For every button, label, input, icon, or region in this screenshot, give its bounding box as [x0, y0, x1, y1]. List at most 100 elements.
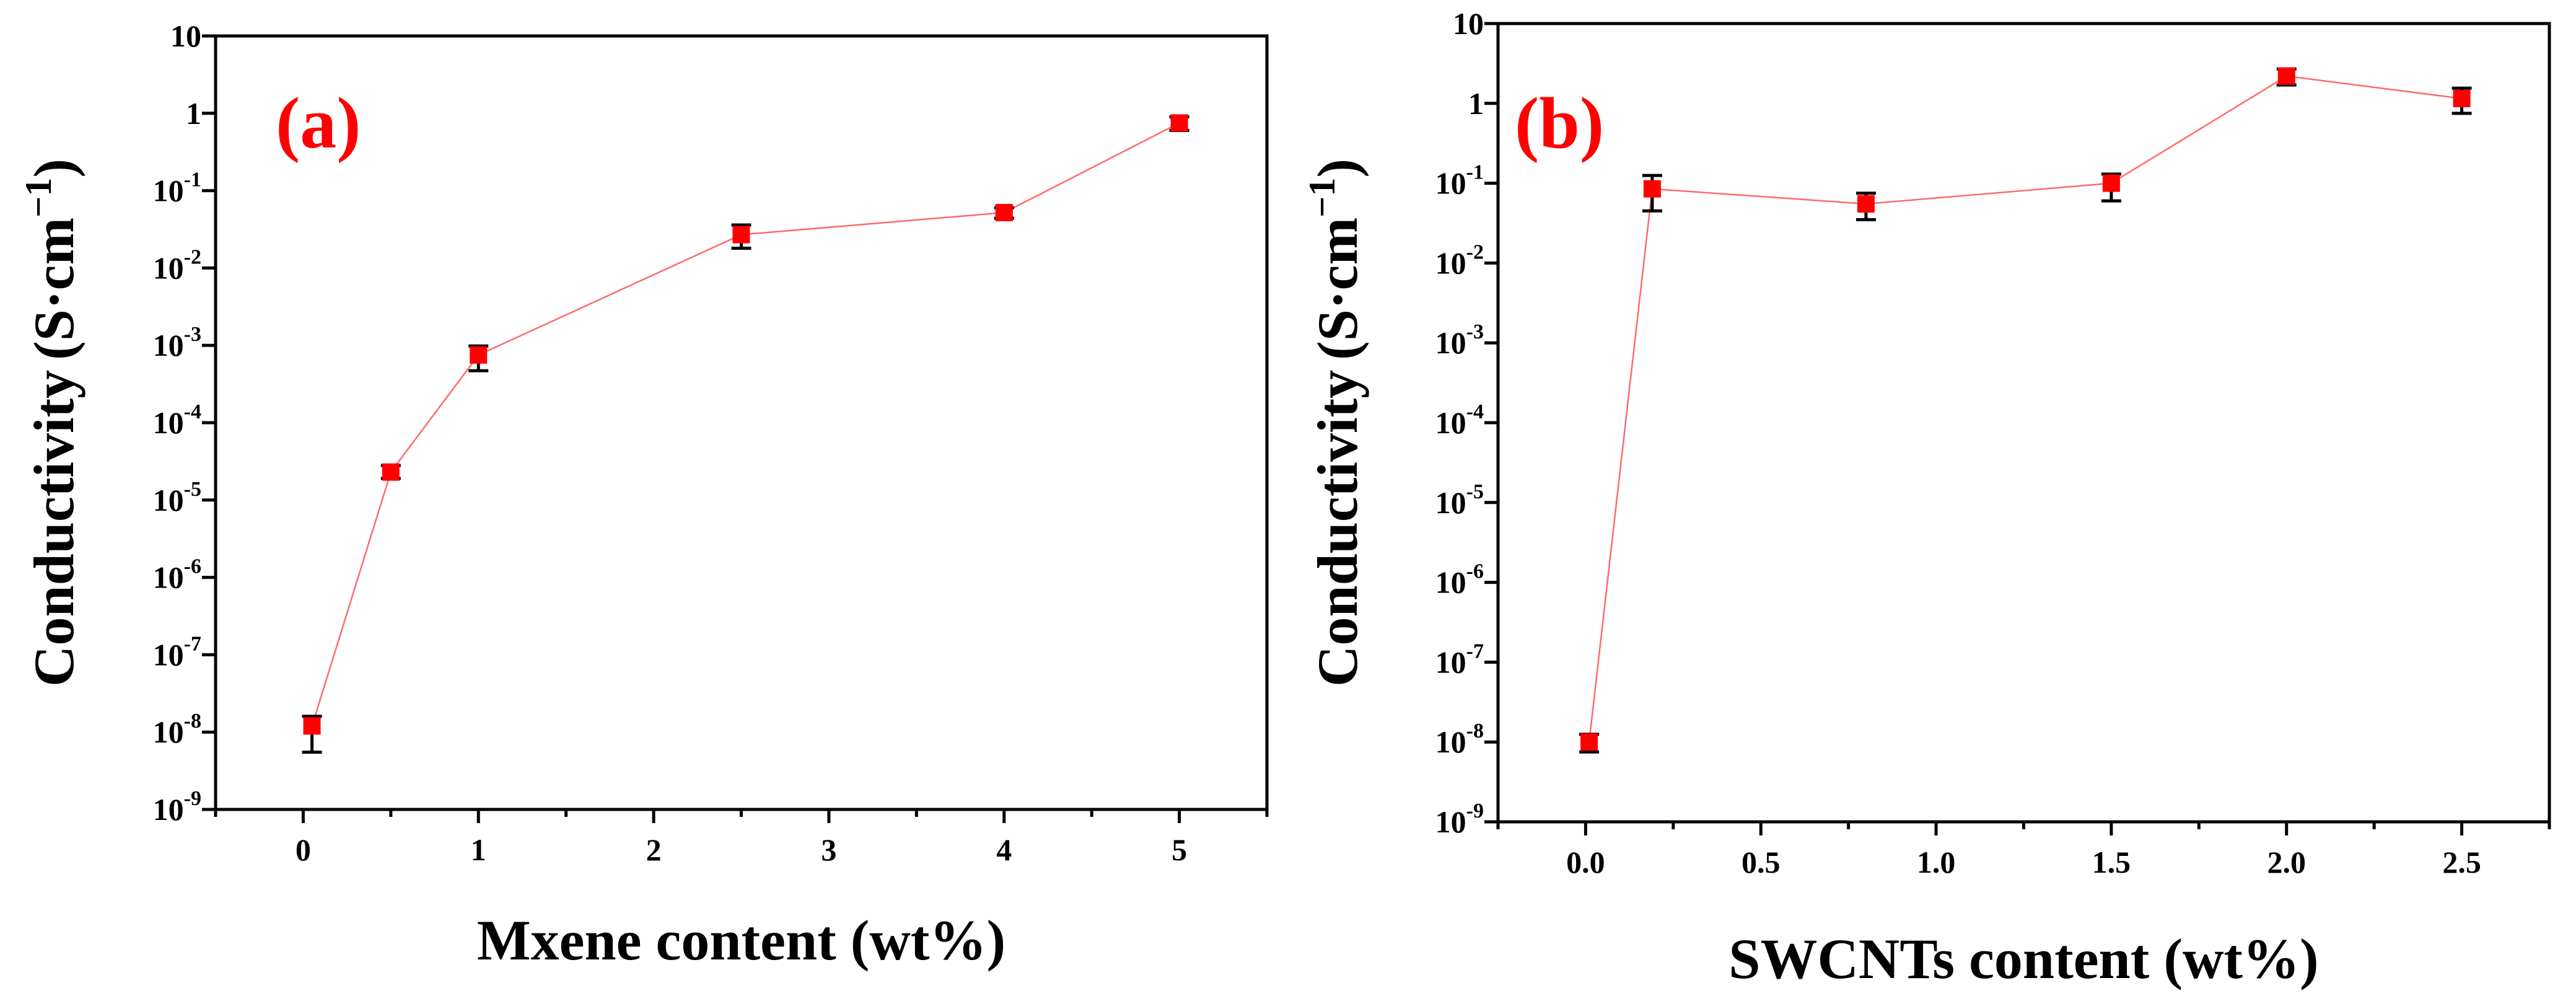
- x-tick-label: 0.5: [1741, 845, 1781, 879]
- y-tick-exponent: -3: [184, 323, 201, 346]
- y-axis-title-close: ): [22, 159, 85, 178]
- y-tick-label: 10-1: [1435, 161, 1484, 201]
- y-tick-label: 10-6: [153, 555, 201, 595]
- y-tick-base: 10: [170, 19, 201, 53]
- y-tick-exponent: -9: [184, 787, 201, 810]
- y-tick-label: 10-2: [1435, 240, 1484, 280]
- y-tick-label: 10-5: [153, 478, 201, 518]
- y-tick-label: 10-9: [1435, 800, 1484, 839]
- y-axis-title-unit: (S·cm: [1306, 218, 1369, 360]
- y-tick-base: 10: [1435, 645, 1466, 679]
- y-tick-base: 10: [1435, 325, 1466, 360]
- y-tick-base: 10: [1435, 725, 1466, 759]
- y-tick-base: 1: [1468, 86, 1484, 121]
- y-tick-exponent: -9: [1466, 800, 1484, 822]
- y-tick-base: 10: [153, 483, 184, 518]
- y-tick-label: 10: [170, 19, 201, 53]
- x-tick-label: 1.0: [1917, 845, 1956, 879]
- y-tick-base: 10: [1435, 804, 1466, 839]
- y-axis-title-close: ): [1306, 159, 1369, 178]
- series-line: [311, 122, 1180, 726]
- x-axis-title: SWCNTs content (wt%): [1728, 927, 2318, 990]
- x-tick-label: 2.0: [2267, 845, 2307, 879]
- data-point: [2102, 174, 2120, 192]
- y-tick-label: 1: [186, 96, 201, 131]
- y-tick-base: 10: [153, 174, 184, 208]
- x-tick-label: 3: [821, 832, 836, 867]
- y-tick-exponent: -6: [1466, 560, 1484, 583]
- y-tick-base: 10: [153, 715, 184, 749]
- y-tick-label: 10-4: [153, 400, 201, 440]
- y-tick-base: 10: [153, 560, 184, 595]
- y-tick-label: 10-3: [153, 323, 201, 363]
- data-point: [1580, 733, 1598, 751]
- y-tick-label: 10-7: [1435, 640, 1484, 679]
- data-point: [2277, 67, 2295, 85]
- series-line: [1588, 75, 2462, 743]
- y-tick-base: 10: [1435, 565, 1466, 600]
- data-point: [1170, 114, 1188, 132]
- y-tick-exponent: -4: [1466, 400, 1484, 423]
- data-point: [470, 346, 488, 364]
- y-tick-label: 10-8: [153, 710, 201, 749]
- y-tick-exponent: -8: [184, 710, 201, 733]
- y-tick-label: 10-9: [153, 787, 201, 827]
- y-tick-exponent: -2: [1466, 240, 1484, 263]
- y-tick-label: 10-1: [153, 169, 201, 208]
- y-tick-base: 10: [1435, 405, 1466, 440]
- panel-b: 0.0 0.5 1.0 1.5 2.0 2.510110-110-210-310-410-…: [1302, 6, 2551, 990]
- data-point: [732, 226, 750, 244]
- y-axis-title: Conductivity (S·cm−1): [18, 159, 85, 687]
- y-axis-title-main: Conductivity: [22, 370, 85, 687]
- x-tick-label: 0.0: [1566, 845, 1605, 879]
- data-point: [382, 463, 400, 481]
- y-tick-label: 1: [1468, 86, 1484, 121]
- x-axis-title: Mxene content (wt%): [477, 909, 1005, 972]
- x-tick-label: 2: [646, 832, 662, 867]
- y-tick-label: 10-4: [1435, 400, 1484, 440]
- y-tick-exponent: -6: [184, 555, 201, 578]
- y-tick-exponent: -2: [184, 245, 201, 268]
- x-tick-label: 4: [996, 832, 1012, 867]
- x-tick-label: 2.5: [2442, 845, 2481, 879]
- data-point: [1857, 195, 1875, 213]
- y-tick-base: 10: [1435, 245, 1466, 280]
- plot-frame: [214, 34, 1269, 811]
- x-tick-label: 1: [471, 832, 486, 867]
- y-axis-title-exponent: −1: [1302, 178, 1343, 218]
- y-tick-exponent: -1: [184, 169, 201, 192]
- y-tick-exponent: -5: [184, 478, 201, 501]
- plot-frame: [1496, 22, 2551, 824]
- y-tick-exponent: -1: [1466, 161, 1484, 184]
- y-axis-title: Conductivity (S·cm−1): [1302, 159, 1369, 687]
- y-tick-base: 10: [153, 792, 184, 827]
- data-point: [995, 204, 1013, 222]
- y-tick-exponent: -5: [1466, 480, 1484, 503]
- y-tick-base: 10: [153, 250, 184, 285]
- y-tick-exponent: -8: [1466, 720, 1484, 743]
- y-tick-exponent: -3: [1466, 320, 1484, 343]
- panel-label: (a): [276, 82, 361, 164]
- y-tick-exponent: -7: [1466, 640, 1484, 663]
- panel-a: 0 1 2 3 4 510110-110-210-310-410-510-610-710-…: [18, 19, 1269, 972]
- y-axis-title-exponent: −1: [18, 178, 59, 218]
- data-point: [1643, 180, 1661, 198]
- y-tick-base: 10: [153, 328, 184, 363]
- y-tick-label: 10-2: [153, 245, 201, 285]
- data-point: [303, 717, 321, 735]
- data-point: [2453, 89, 2471, 107]
- y-tick-exponent: -4: [184, 400, 201, 423]
- y-tick-base: 10: [1435, 485, 1466, 520]
- y-tick-label: 10-3: [1435, 320, 1484, 360]
- y-tick-exponent: -7: [184, 632, 201, 655]
- y-tick-label: 10-5: [1435, 480, 1484, 520]
- panel-label: (b): [1515, 82, 1604, 164]
- y-tick-label: 10-7: [153, 632, 201, 672]
- y-tick-label: 10-8: [1435, 720, 1484, 759]
- y-tick-base: 1: [186, 96, 201, 131]
- y-tick-label: 10-6: [1435, 560, 1484, 600]
- x-tick-label: 5: [1172, 832, 1187, 867]
- x-tick-label: 1.5: [2092, 845, 2131, 879]
- y-axis-title-unit: (S·cm: [22, 218, 85, 360]
